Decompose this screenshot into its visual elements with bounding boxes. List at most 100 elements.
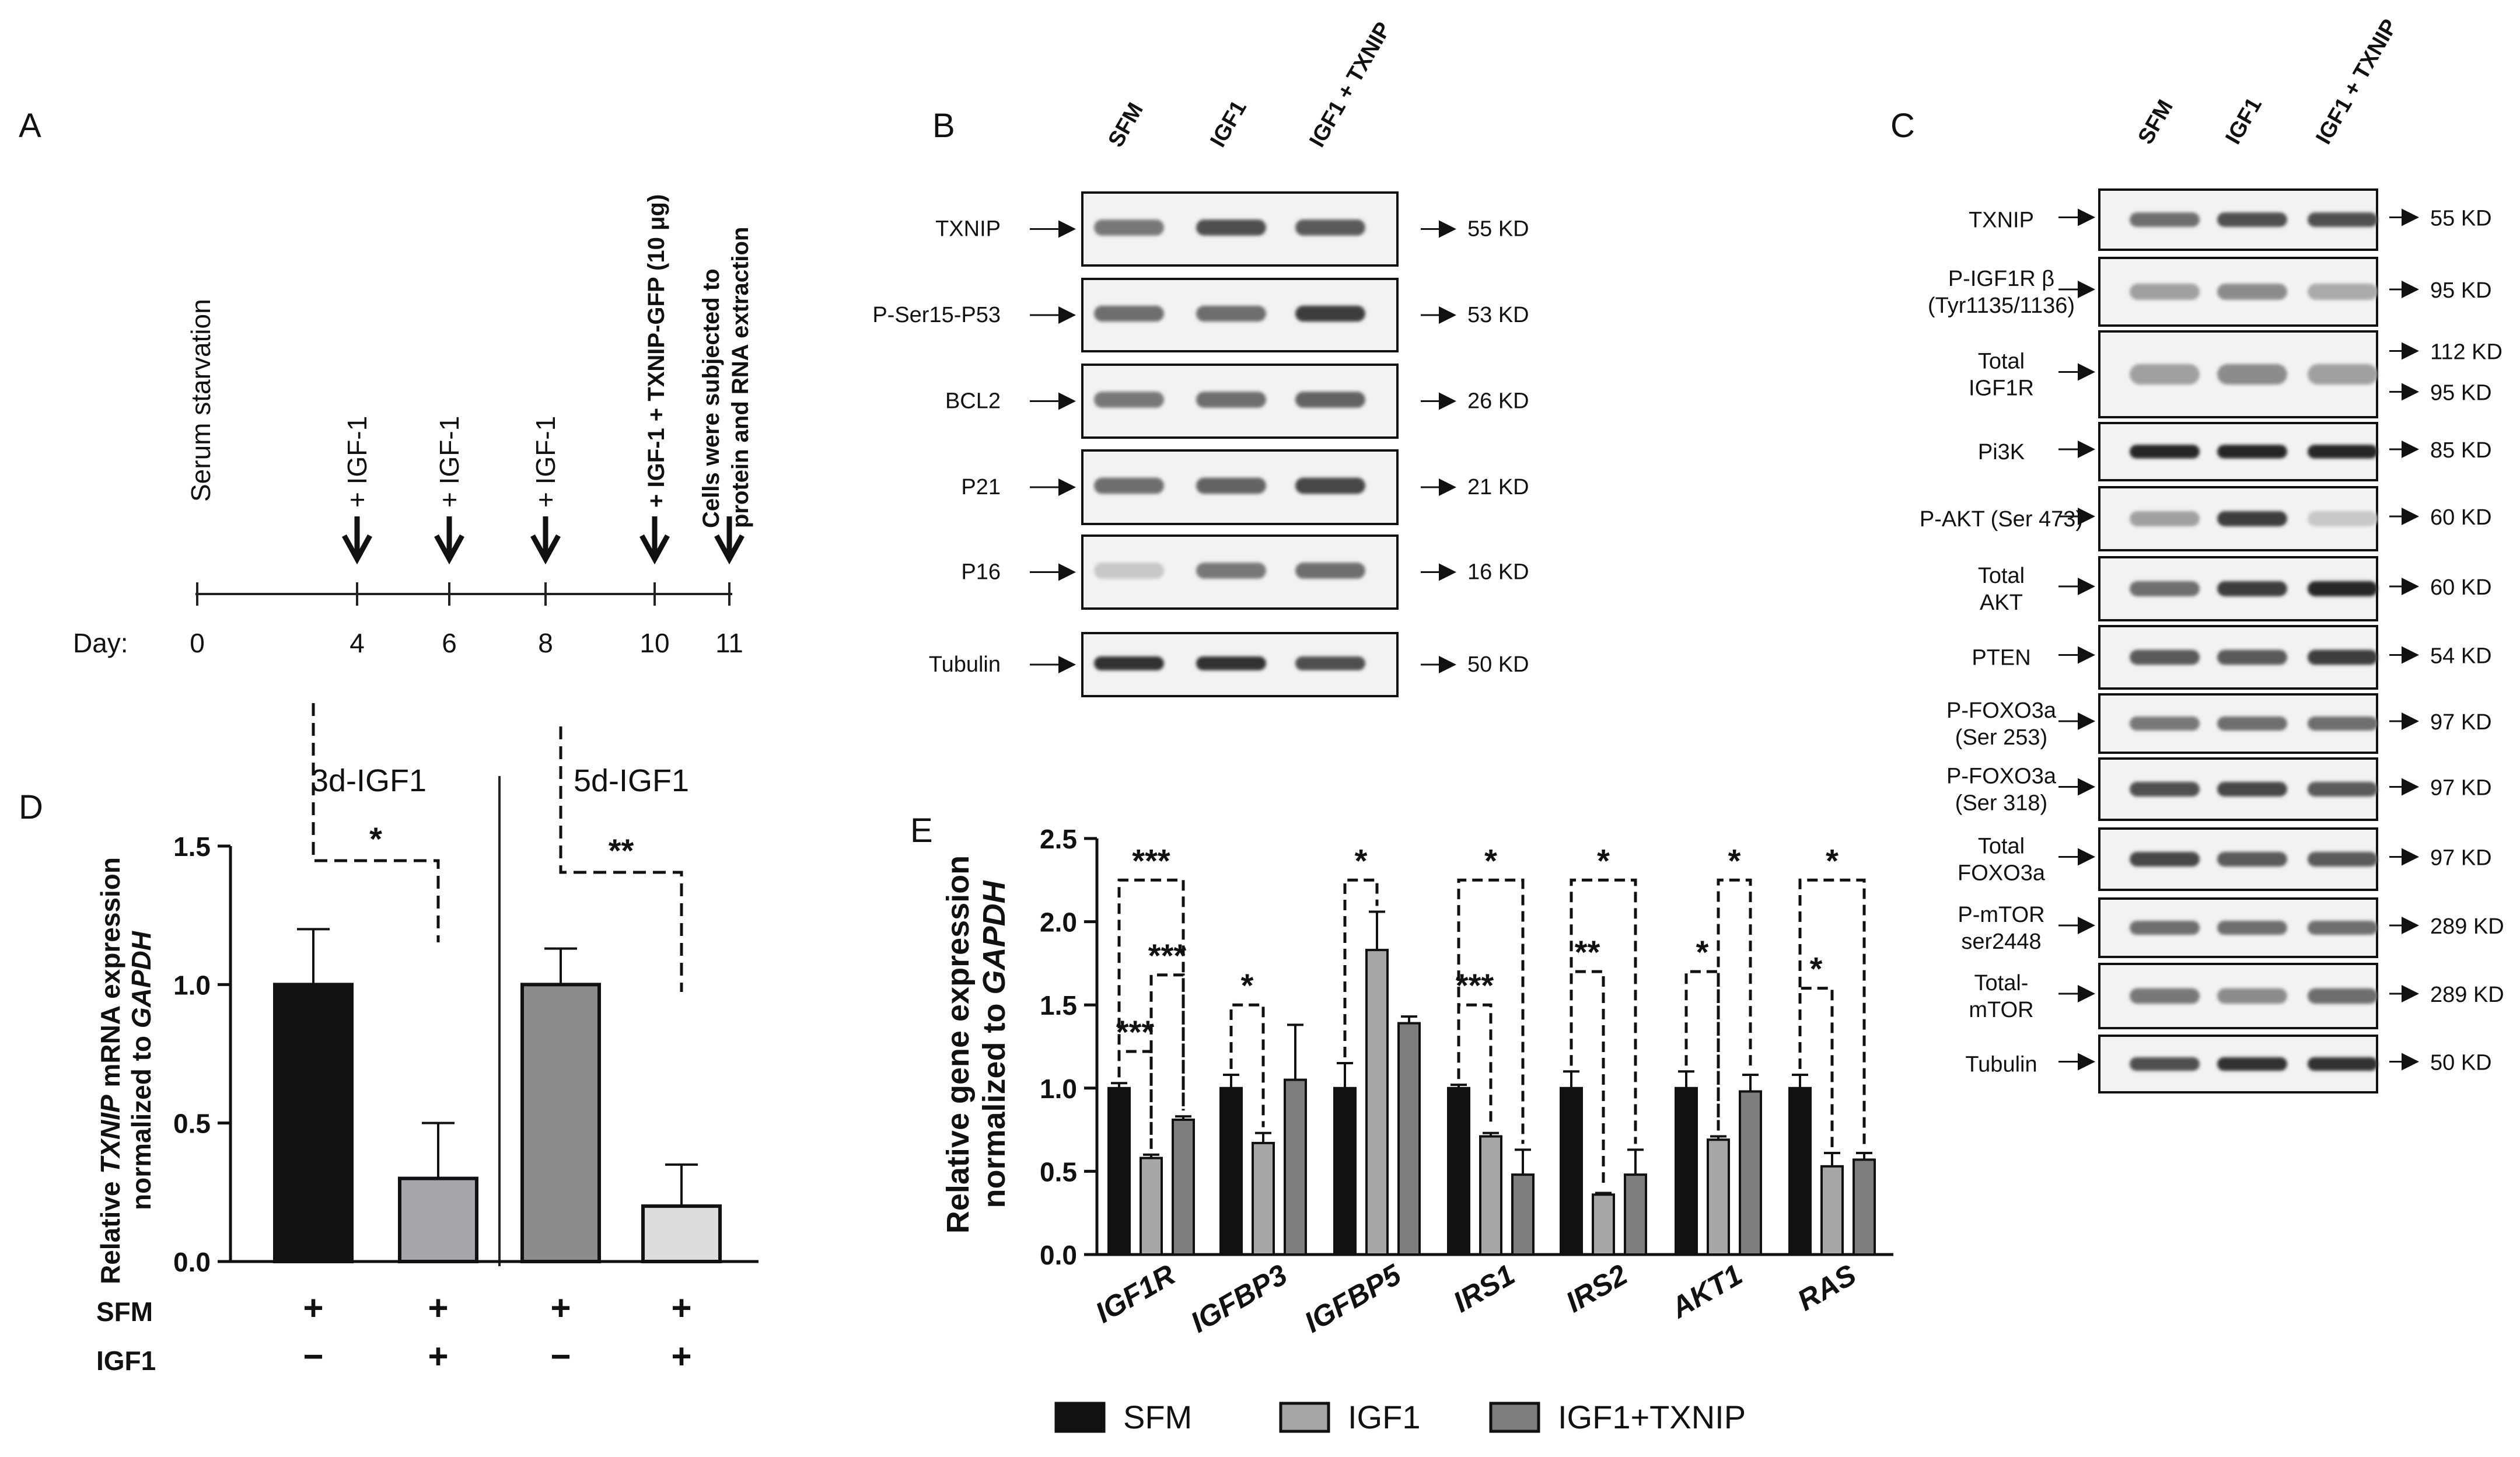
blot-band: [2308, 364, 2378, 385]
y-tick-label: 1.0: [1040, 1074, 1077, 1104]
significance-mark: *: [1484, 842, 1497, 879]
lane-header-0: SFM: [1103, 99, 1148, 151]
size-label: 55 KD: [1467, 217, 1529, 242]
extraction-label-line1: Cells were subjected to: [698, 268, 724, 528]
timeline-day-11: 11: [715, 628, 743, 658]
lane-header-1: IGF1: [1205, 96, 1252, 151]
lane-header-2: IGF1 + TXNIP: [2311, 15, 2402, 149]
bar-sfm-igf1-5d-: [641, 1204, 722, 1263]
blot-band: [2130, 921, 2200, 935]
group-title-3d: 3d-IGF1: [311, 763, 427, 798]
bar-akt1-igf1-txnip: [1739, 1090, 1762, 1256]
blot-row-pi3k: Pi3K 85 KD: [1978, 422, 2492, 481]
bar-igfbp3-igf1: [1252, 1141, 1275, 1256]
down-arrow-icon: [434, 534, 464, 565]
sfm-sign: +: [303, 1288, 323, 1327]
lane-header-1: IGF1: [2221, 93, 2267, 148]
lane-header-2: IGF1 + TXNIP: [1305, 18, 1396, 152]
bar-irs2-igf1-txnip: [1624, 1173, 1647, 1256]
size-label: 85 KD: [2430, 438, 2492, 463]
size-label: 95 KD: [2430, 278, 2492, 303]
blot-band: [2217, 445, 2287, 459]
blot-band: [2308, 921, 2378, 935]
blot-band: [1295, 562, 1365, 579]
bar-sfm-3d-: [273, 983, 354, 1264]
panel-b-lane-headers: SFM IGF1 IGF1 + TXNIP: [1103, 18, 1396, 152]
panel-e-bars: [1107, 910, 1876, 1256]
y-tick-label: 0.5: [173, 1109, 211, 1139]
size-label: 95 KD: [2430, 381, 2492, 406]
significance-bracket: [1117, 878, 1185, 1111]
significance-mark: ***: [1132, 842, 1170, 879]
blot-row-total-akt: Total AKT 60 KD: [1978, 556, 2492, 621]
protein-label: Pi3K: [1978, 440, 2025, 464]
panel-e-ylabel: Relative gene expression: [941, 855, 976, 1234]
significance-bracket: [1570, 970, 1605, 1187]
blot-band: [2130, 581, 2200, 596]
blot-band: [1196, 305, 1266, 322]
panel-e-ylabel-line2: normalized to GAPDH: [977, 880, 1012, 1208]
blot-band: [2217, 581, 2287, 596]
protein-label: Total: [1978, 564, 2025, 588]
size-label: 26 KD: [1467, 389, 1529, 414]
bar-igf1r-sfm: [1107, 1086, 1131, 1256]
blot-row-p-igf1r-tyr1135-1136-: P-IGF1R β (Tyr1135/1136) 95 KD: [1928, 257, 2492, 327]
sfm-sign: +: [671, 1288, 691, 1327]
bar-ras-sfm: [1788, 1086, 1812, 1256]
gene-label-irs1: IRS1: [1448, 1258, 1520, 1319]
blot-row-p-mtor-ser2448: P-mTOR ser2448 289 KD: [1958, 897, 2504, 958]
bar-igf1r-igf1-txnip: [1172, 1118, 1195, 1256]
significance-bracket: [1457, 878, 1525, 1144]
protein-label: P21: [961, 475, 1001, 499]
gene-label-igf1r: IGF1R: [1090, 1258, 1181, 1329]
blot-band: [2217, 212, 2287, 227]
down-arrow-icon: [342, 534, 372, 565]
bar-irs1-sfm: [1447, 1086, 1470, 1256]
timeline-day-labels: 0 4 6 8 10 11: [190, 628, 743, 658]
blot-band: [2217, 851, 2287, 867]
blot-band: [1094, 219, 1164, 236]
bar-ras-igf1: [1820, 1165, 1844, 1256]
blot-band: [2217, 1057, 2287, 1071]
significance-mark: *: [1728, 842, 1741, 879]
bar-igfbp3-sfm: [1219, 1086, 1243, 1256]
size-label: 54 KD: [2430, 644, 2492, 669]
igf1-event-label: + IGF-1: [342, 416, 372, 508]
blot-row-bcl2: BCL2 26 KD: [945, 364, 1529, 439]
blot-row-p-akt-ser-473-: P-AKT (Ser 473) 60 KD: [1920, 486, 2492, 551]
protein-label: AKT: [1980, 591, 2023, 615]
igf1-sign: −: [550, 1337, 571, 1376]
bar-irs2-igf1: [1592, 1193, 1615, 1256]
blot-band: [2217, 284, 2287, 300]
bar-sfm-5d-: [520, 983, 601, 1264]
panel-e-gene-labels: IGF1R IGFBP3 IGFBP5 IRS1 IRS2 AKT1 RAS: [1090, 1257, 1862, 1339]
panel-e-label: E: [910, 812, 933, 850]
gene-label-irs2: IRS2: [1560, 1258, 1633, 1319]
significance-mark: **: [1575, 934, 1600, 970]
bar-ras-igf1-txnip: [1853, 1158, 1876, 1256]
blot-band: [2308, 1057, 2378, 1071]
group-title-5d: 5d-IGF1: [574, 763, 689, 798]
size-label: 60 KD: [2430, 505, 2492, 530]
protein-label: Total-: [1974, 971, 2029, 995]
panel-c-blot-rows: TXNIP 55 KDP-IGF1R β(Tyr1135/1136)95 KDTo…: [1920, 188, 2504, 1093]
blot-band: [2308, 988, 2378, 1004]
size-label: 97 KD: [2430, 846, 2492, 871]
panel-b-blot-rows: TXNIP 55 KD P-Ser15-P53 53 KD BCL2 26 KD P21 21…: [872, 191, 1529, 697]
timeline-day-8: 8: [538, 628, 553, 658]
significance-mark: ***: [1148, 937, 1187, 974]
blot-band: [1295, 656, 1365, 670]
y-tick-label: 0.0: [173, 1247, 211, 1277]
blot-band: [1094, 305, 1164, 322]
blot-band: [2308, 581, 2378, 596]
significance-bracket: [1798, 878, 1866, 1148]
blot-band: [2130, 212, 2200, 227]
igf1-event-label: + IGF-1: [530, 416, 561, 508]
blot-row-p21: P21 21 KD: [961, 449, 1529, 525]
panel-d-ylabel: Relative TXNIP mRNA expression: [95, 857, 125, 1284]
blot-row-total-mtor: Total-mTOR 289 KD: [1969, 963, 2504, 1029]
blot-band: [1094, 562, 1164, 579]
extraction-label-line2: protein and RNA extraction: [728, 227, 753, 528]
significance-mark: *: [1826, 842, 1839, 879]
timeline-day-6: 6: [442, 628, 457, 658]
